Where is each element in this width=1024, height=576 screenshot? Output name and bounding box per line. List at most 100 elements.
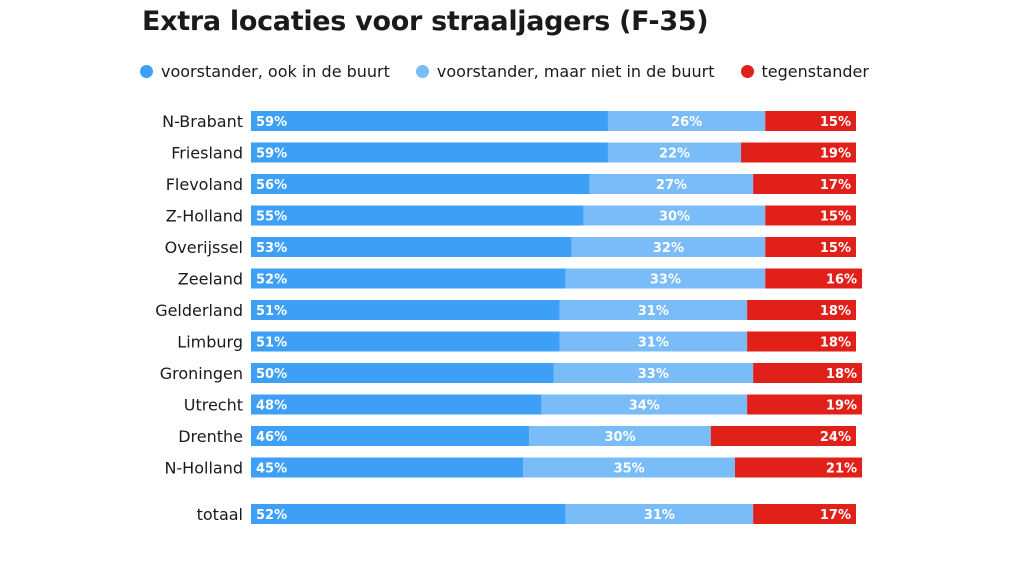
value-label: 48% — [256, 399, 287, 414]
value-label: 19% — [820, 147, 851, 162]
bar-segment — [251, 363, 554, 383]
value-label: 17% — [820, 508, 851, 523]
bar-segment — [607, 142, 742, 163]
category-label: Z-Holland — [166, 207, 243, 226]
value-label: 59% — [256, 147, 287, 162]
category-label: Flevoland — [166, 175, 243, 194]
value-label: 56% — [256, 178, 287, 193]
bar-segment — [251, 426, 530, 446]
value-label: 59% — [256, 115, 287, 130]
value-label: 46% — [256, 430, 287, 445]
category-label: N-Holland — [164, 459, 243, 478]
value-label: 32% — [653, 241, 684, 256]
bar-segment — [765, 268, 863, 289]
value-label: 18% — [820, 336, 851, 351]
legend-dot-icon — [740, 65, 754, 78]
bar-segment — [765, 111, 856, 131]
value-label: 19% — [826, 399, 857, 414]
bar-segment — [541, 394, 748, 415]
bar-row-flevoland: Flevoland 56% 27% 17% — [166, 174, 856, 194]
bar-row-friesland: Friesland 59% 22% 19% — [171, 142, 856, 163]
value-label: 15% — [820, 115, 851, 130]
bar-row-utrecht: Utrecht 48% 34% 19% — [184, 394, 863, 415]
category-label: Limburg — [177, 333, 243, 352]
value-label: 33% — [638, 367, 669, 382]
value-label: 52% — [256, 508, 287, 523]
bar-segment — [607, 111, 766, 131]
bar-segment — [251, 237, 572, 257]
bar-segment — [753, 504, 856, 524]
value-label: 15% — [820, 210, 851, 225]
bar-segment — [251, 300, 560, 320]
bar-row-gelderland: Gelderland 51% 31% 18% — [155, 300, 856, 320]
category-label: Groningen — [160, 364, 243, 383]
legend-label: voorstander, maar niet in de buurt — [436, 62, 715, 81]
bar-segment — [589, 174, 754, 194]
bar-row-z-holland: Z-Holland 55% 30% 15% — [166, 205, 856, 226]
legend-dot-icon — [140, 65, 153, 78]
value-label: 30% — [659, 210, 690, 225]
value-label: 51% — [256, 336, 287, 351]
bar-segment — [559, 331, 748, 352]
bar-segment — [747, 394, 863, 415]
value-label: 31% — [638, 336, 669, 351]
bar-segment — [583, 205, 766, 226]
bar-segment — [571, 237, 766, 257]
value-label: 51% — [256, 304, 287, 319]
value-label: 45% — [256, 462, 287, 477]
category-label: Utrecht — [184, 396, 243, 415]
legend-label: tegenstander — [761, 62, 869, 81]
value-label: 18% — [826, 367, 857, 382]
value-label: 16% — [826, 273, 857, 288]
value-label: 17% — [820, 178, 851, 193]
category-label: Gelderland — [155, 301, 243, 320]
bar-segment — [559, 300, 748, 320]
bar-segment — [251, 111, 608, 131]
value-label: 31% — [644, 508, 675, 523]
bar-segment — [529, 426, 711, 446]
value-label: 53% — [256, 241, 287, 256]
bar-segment — [741, 142, 856, 163]
bar-segment — [553, 363, 754, 383]
value-label: 26% — [671, 115, 702, 130]
bar-row-limburg: Limburg 51% 31% 18% — [177, 331, 856, 352]
value-label: 18% — [820, 304, 851, 319]
bar-segment — [747, 331, 856, 352]
bar-segment — [753, 174, 856, 194]
bar-segment — [565, 504, 754, 524]
value-label: 52% — [256, 273, 287, 288]
legend-label: voorstander, ook in de buurt — [161, 62, 390, 81]
bar-segment — [747, 300, 856, 320]
value-label: 33% — [650, 273, 681, 288]
bar-row-totaal: totaal 52% 31% 17% — [197, 504, 856, 524]
value-label: 50% — [256, 367, 287, 382]
bar-segment — [251, 205, 584, 226]
value-label: 55% — [256, 210, 287, 225]
category-label: Drenthe — [178, 427, 243, 446]
value-label: 24% — [820, 430, 851, 445]
legend-item-voorstander-ook: voorstander, ook in de buurt — [140, 62, 390, 81]
value-label: 15% — [820, 241, 851, 256]
category-label: Overijssel — [165, 238, 243, 257]
bar-segment — [251, 394, 542, 415]
value-label: 27% — [656, 178, 687, 193]
bar-row-groningen: Groningen 50% 33% 18% — [160, 363, 863, 383]
category-label: totaal — [197, 505, 243, 524]
value-label: 21% — [826, 462, 857, 477]
bar-segment — [251, 331, 560, 352]
bar-row-zeeland: Zeeland 52% 33% 16% — [178, 268, 863, 289]
bar-segment — [710, 426, 856, 446]
bar-segment — [251, 457, 524, 478]
bar-segment — [251, 174, 590, 194]
bar-row-overijssel: Overijssel 53% 32% 15% — [165, 237, 856, 257]
value-label: 22% — [659, 147, 690, 162]
bar-row-drenthe: Drenthe 46% 30% 24% — [178, 426, 856, 446]
bar-segment — [251, 268, 566, 289]
legend-item-voorstander-niet: voorstander, maar niet in de buurt — [415, 62, 715, 81]
bar-segment — [735, 457, 863, 478]
bar-segment — [565, 268, 766, 289]
legend: voorstander, ook in de buurt voorstander… — [140, 62, 895, 81]
chart-title: Extra locaties voor straaljagers (F-35) — [142, 6, 709, 37]
value-label: 34% — [629, 399, 660, 414]
